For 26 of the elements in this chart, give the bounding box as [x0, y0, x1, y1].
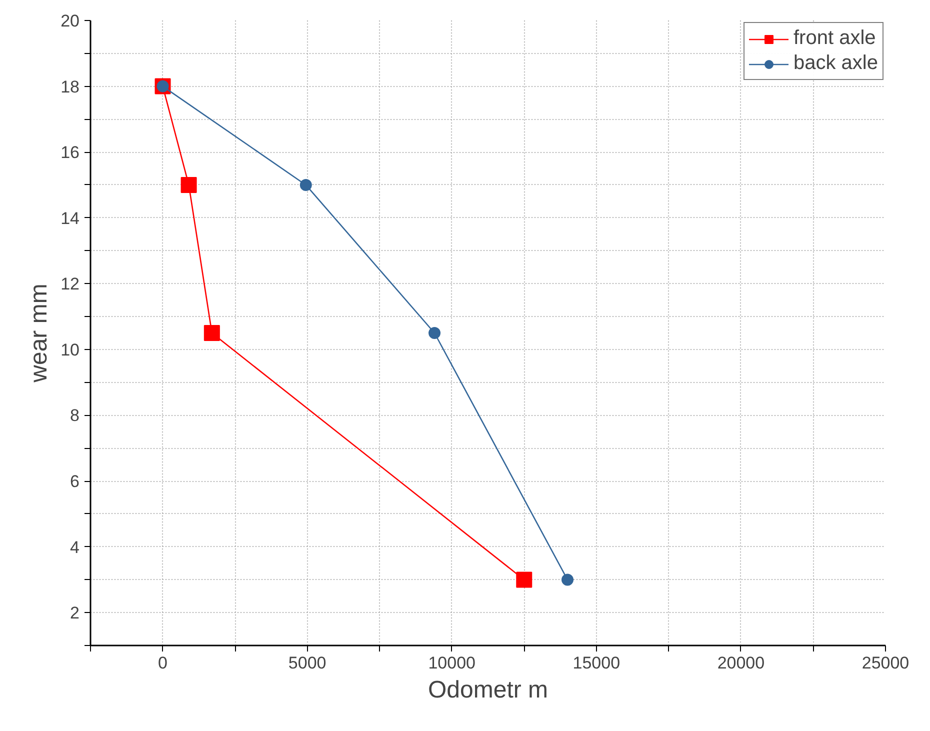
x-tick-label: 5000 — [288, 654, 326, 672]
y-axis-title: wear mm — [26, 284, 53, 384]
y-tick-label: 16 — [60, 143, 80, 162]
y-tick-label: 20 — [60, 12, 80, 30]
x-tick-label: 25000 — [862, 654, 910, 672]
y-tick-label: 18 — [60, 77, 80, 96]
y-tick-label: 10 — [60, 340, 80, 360]
point — [180, 176, 197, 193]
point — [516, 572, 532, 588]
point — [428, 327, 441, 339]
y-tick-label: 6 — [70, 472, 80, 492]
point — [204, 325, 220, 341]
legend-label: front axle — [794, 27, 876, 50]
x-tick-label: 0 — [158, 654, 168, 672]
y-tick-label: 4 — [70, 538, 80, 557]
x-axis-title: Odometr m — [428, 676, 548, 704]
x-tick-label: 10000 — [428, 654, 476, 672]
y-tick-label: 12 — [60, 274, 80, 294]
y-tick-label: 14 — [60, 208, 80, 228]
x-tick-label: 15000 — [572, 654, 620, 672]
x-tick-label: 20000 — [717, 654, 765, 672]
y-tick-label: 8 — [70, 406, 80, 426]
y-tick-label: 2 — [70, 604, 80, 623]
point — [562, 574, 574, 586]
point — [300, 178, 312, 191]
legend-label: back axle — [794, 52, 878, 75]
